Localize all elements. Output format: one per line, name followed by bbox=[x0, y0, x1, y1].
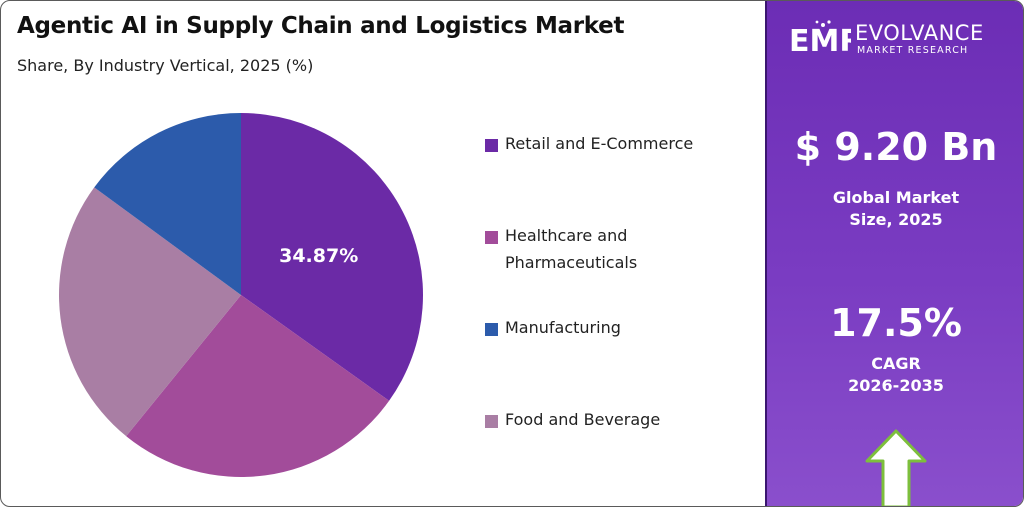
legend-swatch-healthcare bbox=[485, 231, 498, 244]
market-size-caption-line2: Size, 2025 bbox=[849, 210, 943, 229]
up-arrow-icon bbox=[865, 429, 927, 506]
cagr-caption-line1: CAGR bbox=[871, 354, 921, 373]
pie-slice-manufacturing bbox=[94, 113, 241, 295]
legend-label-healthcare-line1: Healthcare and bbox=[505, 226, 628, 245]
stats-sidebar: EMR EVOLVANCE MARKET RESEARCH $ 9.20 Bn … bbox=[765, 1, 1023, 506]
pie-chart: 34.87% bbox=[58, 113, 423, 477]
pie-data-label-retail-and-e-commerce: 34.87% bbox=[279, 245, 358, 267]
brand-logo: EMR EVOLVANCE MARKET RESEARCH bbox=[789, 17, 1009, 61]
pie-slice-food-and-beverage bbox=[58, 187, 242, 437]
legend-label-food: Food and Beverage bbox=[505, 410, 661, 429]
brand-tagline: MARKET RESEARCH bbox=[857, 45, 969, 56]
market-size-value: $ 9.20 Bn bbox=[794, 125, 998, 169]
pie-slice-healthcare-and-pharmaceuticals bbox=[126, 295, 390, 477]
legend-label-retail: Retail and E-Commerce bbox=[505, 134, 694, 153]
pie-slice-retail-and-e-commerce bbox=[241, 113, 423, 401]
chart-title: Agentic AI in Supply Chain and Logistics… bbox=[17, 13, 625, 39]
legend-swatch-retail bbox=[485, 139, 498, 152]
legend-swatch-food bbox=[485, 415, 498, 428]
cagr-caption-line2: 2026-2035 bbox=[848, 376, 944, 395]
market-size-caption-line1: Global Market bbox=[832, 188, 960, 207]
legend-label-healthcare-line2: Pharmaceuticals bbox=[505, 253, 638, 272]
brand-name: EVOLVANCE bbox=[855, 21, 984, 45]
legend-swatch-manufacturing bbox=[485, 323, 498, 336]
chart-subtitle: Share, By Industry Vertical, 2025 (%) bbox=[17, 56, 314, 75]
svg-text:EMR: EMR bbox=[789, 24, 851, 59]
legend-label-manufacturing: Manufacturing bbox=[505, 318, 621, 337]
cagr-value: 17.5% bbox=[830, 301, 962, 345]
emr-logo-icon: EMR bbox=[789, 20, 851, 59]
